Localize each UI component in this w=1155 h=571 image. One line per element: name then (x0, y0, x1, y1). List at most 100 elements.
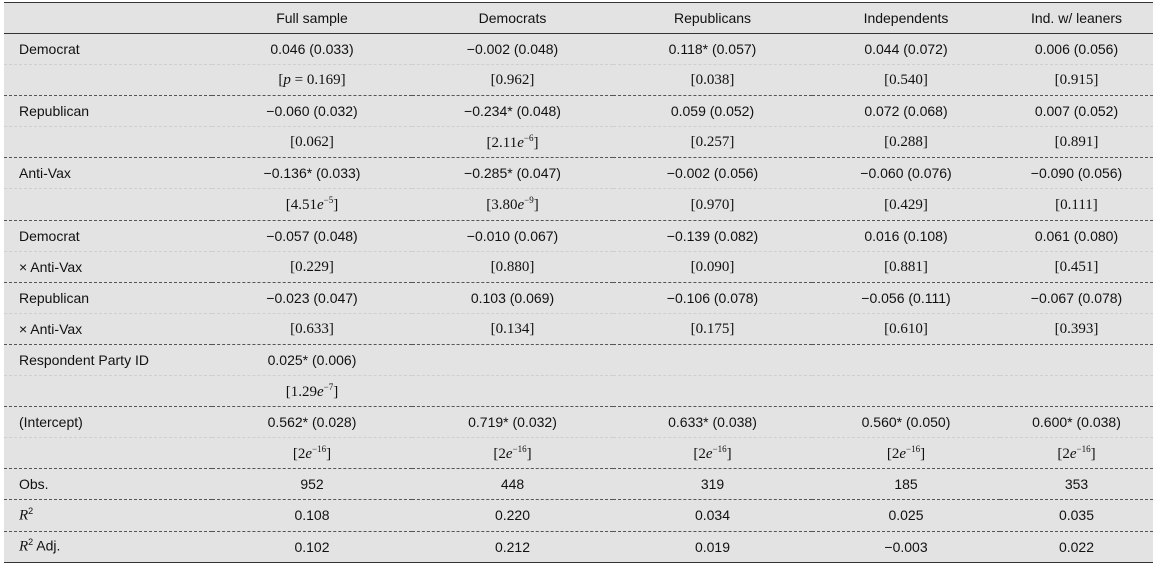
table-row: Obs. 952 448 319 185 353 (4, 468, 1153, 501)
table-row: [p = 0.169] [0.962] [0.038] [0.540] [0.915] (4, 64, 1153, 97)
cell-independents: −0.060 (0.076) (812, 157, 1000, 190)
cell-full-sample: 0.025* (0.006) (212, 344, 412, 377)
cell-full-sample: −0.057 (0.048) (212, 220, 412, 252)
cell-democrats: −0.285* (0.047) (412, 157, 613, 190)
cell-republicans: [0.090] (613, 251, 812, 283)
cell-full-sample: −0.060 (0.032) (212, 95, 412, 128)
row-label (4, 64, 212, 97)
cell-democrats: −0.002 (0.048) (412, 33, 613, 66)
header-cell-full-sample: Full sample (276, 10, 348, 26)
cell-republicans: [2e−16] (613, 437, 812, 470)
cell-independents: 185 (812, 468, 1000, 501)
row-label: (Intercept) (4, 406, 212, 439)
cell-independents: [0.881] (812, 251, 1000, 283)
cell-full-sample: 0.108 (212, 499, 412, 532)
row-label: R2 Adj. (4, 531, 212, 563)
cell-republicans: [0.970] (613, 188, 812, 221)
table-row: [2e−16] [2e−16] [2e−16] [2e−16] [2e−16] (4, 437, 1153, 470)
cell-ind-leaners: [0.451] (1000, 251, 1153, 283)
header-cell-democrats: Democrats (478, 10, 547, 26)
header-row: Full sample Democrats Republicans Indepe… (4, 2, 1153, 34)
cell-democrats: [0.962] (412, 64, 613, 97)
cell-democrats: [2e−16] (412, 437, 613, 470)
cell-democrats: 0.220 (412, 499, 613, 532)
cell-independents: 0.016 (0.108) (812, 220, 1000, 252)
cell-independents: −0.003 (812, 531, 1000, 563)
cell-ind-leaners: −0.067 (0.078) (1000, 282, 1153, 314)
regression-table-container: Full sample Democrats Republicans Indepe… (4, 2, 1153, 563)
cell-ind-leaners: 353 (1000, 468, 1153, 501)
table-row: [4.51e−5] [3.80e−9] [0.970] [0.429] [0.111] (4, 188, 1153, 221)
regression-table: Full sample Democrats Republicans Indepe… (4, 2, 1153, 563)
cell-republicans: [0.038] (613, 64, 812, 97)
cell-republicans: 0.019 (613, 531, 812, 563)
row-label: Democrat (4, 33, 212, 66)
cell-republicans: 0.633* (0.038) (613, 406, 812, 439)
row-label: Anti-Vax (4, 157, 212, 190)
row-label: × Anti-Vax (4, 313, 212, 345)
cell-full-sample: [0.633] (212, 313, 412, 345)
cell-democrats: [0.880] (412, 251, 613, 283)
cell-independents: 0.025 (812, 499, 1000, 532)
table-row: Republican −0.060 (0.032) −0.234* (0.048) 0… (4, 95, 1153, 128)
cell-ind-leaners: [2e−16] (1000, 437, 1153, 470)
row-label: Obs. (4, 468, 212, 501)
cell-republicans: 0.034 (613, 499, 812, 532)
cell-democrats: [0.134] (412, 313, 613, 345)
cell-ind-leaners: 0.007 (0.052) (1000, 95, 1153, 128)
cell-ind-leaners (1000, 375, 1153, 408)
cell-democrats: −0.010 (0.067) (412, 220, 613, 252)
cell-independents: 0.560* (0.050) (812, 406, 1000, 439)
row-label: Respondent Party ID (4, 344, 212, 377)
row-label: Republican (4, 282, 212, 314)
table-row: (Intercept) 0.562* (0.028) 0.719* (0.032) 0… (4, 406, 1153, 439)
table-row: R2 0.108 0.220 0.034 0.025 0.035 (4, 499, 1153, 532)
cell-republicans: 319 (613, 468, 812, 501)
cell-ind-leaners: [0.111] (1000, 188, 1153, 221)
row-label (4, 437, 212, 470)
cell-republicans: 0.059 (0.052) (613, 95, 812, 128)
table-row: Anti-Vax −0.136* (0.033) −0.285* (0.047) −0… (4, 157, 1153, 190)
cell-full-sample: 952 (212, 468, 412, 501)
cell-independents: [0.610] (812, 313, 1000, 345)
cell-ind-leaners: 0.006 (0.056) (1000, 33, 1153, 66)
header-cell-ind-leaners: Ind. w/ leaners (1030, 10, 1123, 26)
row-label (4, 126, 212, 159)
cell-ind-leaners: [0.891] (1000, 126, 1153, 159)
cell-full-sample: 0.562* (0.028) (212, 406, 412, 439)
table-row: × Anti-Vax [0.229] [0.880] [0.090] [0.881] [0… (4, 251, 1153, 283)
table-body: Democrat 0.046 (0.033) −0.002 (0.048) 0.118… (4, 33, 1153, 563)
cell-republicans: [0.175] (613, 313, 812, 345)
cell-independents (812, 344, 1000, 377)
cell-ind-leaners: [0.393] (1000, 313, 1153, 345)
table-row: Democrat −0.057 (0.048) −0.010 (0.067) −0.1… (4, 220, 1153, 252)
cell-republicans (613, 375, 812, 408)
row-label: R2 (4, 499, 212, 532)
cell-full-sample: 0.102 (212, 531, 412, 563)
table-row: [0.062] [2.11e−6] [0.257] [0.288] [0.891] (4, 126, 1153, 159)
row-label (4, 375, 212, 408)
header-cell-row-label (4, 3, 212, 34)
cell-democrats: [3.80e−9] (412, 188, 613, 221)
cell-full-sample: [0.062] (212, 126, 412, 159)
cell-democrats: −0.234* (0.048) (412, 95, 613, 128)
cell-full-sample: [p = 0.169] (212, 64, 412, 97)
cell-independents (812, 375, 1000, 408)
cell-full-sample: −0.023 (0.047) (212, 282, 412, 314)
cell-ind-leaners: 0.022 (1000, 531, 1153, 563)
row-label: Republican (4, 95, 212, 128)
cell-ind-leaners: [0.915] (1000, 64, 1153, 97)
table-row: Republican −0.023 (0.047) 0.103 (0.069) −0.… (4, 282, 1153, 314)
cell-ind-leaners: 0.600* (0.038) (1000, 406, 1153, 439)
cell-democrats: 448 (412, 468, 613, 501)
cell-full-sample: [2e−16] (212, 437, 412, 470)
cell-republicans: −0.139 (0.082) (613, 220, 812, 252)
table-row: [1.29e−7] (4, 375, 1153, 408)
cell-democrats: 0.103 (0.069) (412, 282, 613, 314)
table-row: Democrat 0.046 (0.033) −0.002 (0.048) 0.118… (4, 33, 1153, 66)
row-label: Democrat (4, 220, 212, 252)
table-row: Respondent Party ID 0.025* (0.006) (4, 344, 1153, 377)
cell-independents: [0.429] (812, 188, 1000, 221)
cell-independents: [0.540] (812, 64, 1000, 97)
cell-republicans: −0.106 (0.078) (613, 282, 812, 314)
